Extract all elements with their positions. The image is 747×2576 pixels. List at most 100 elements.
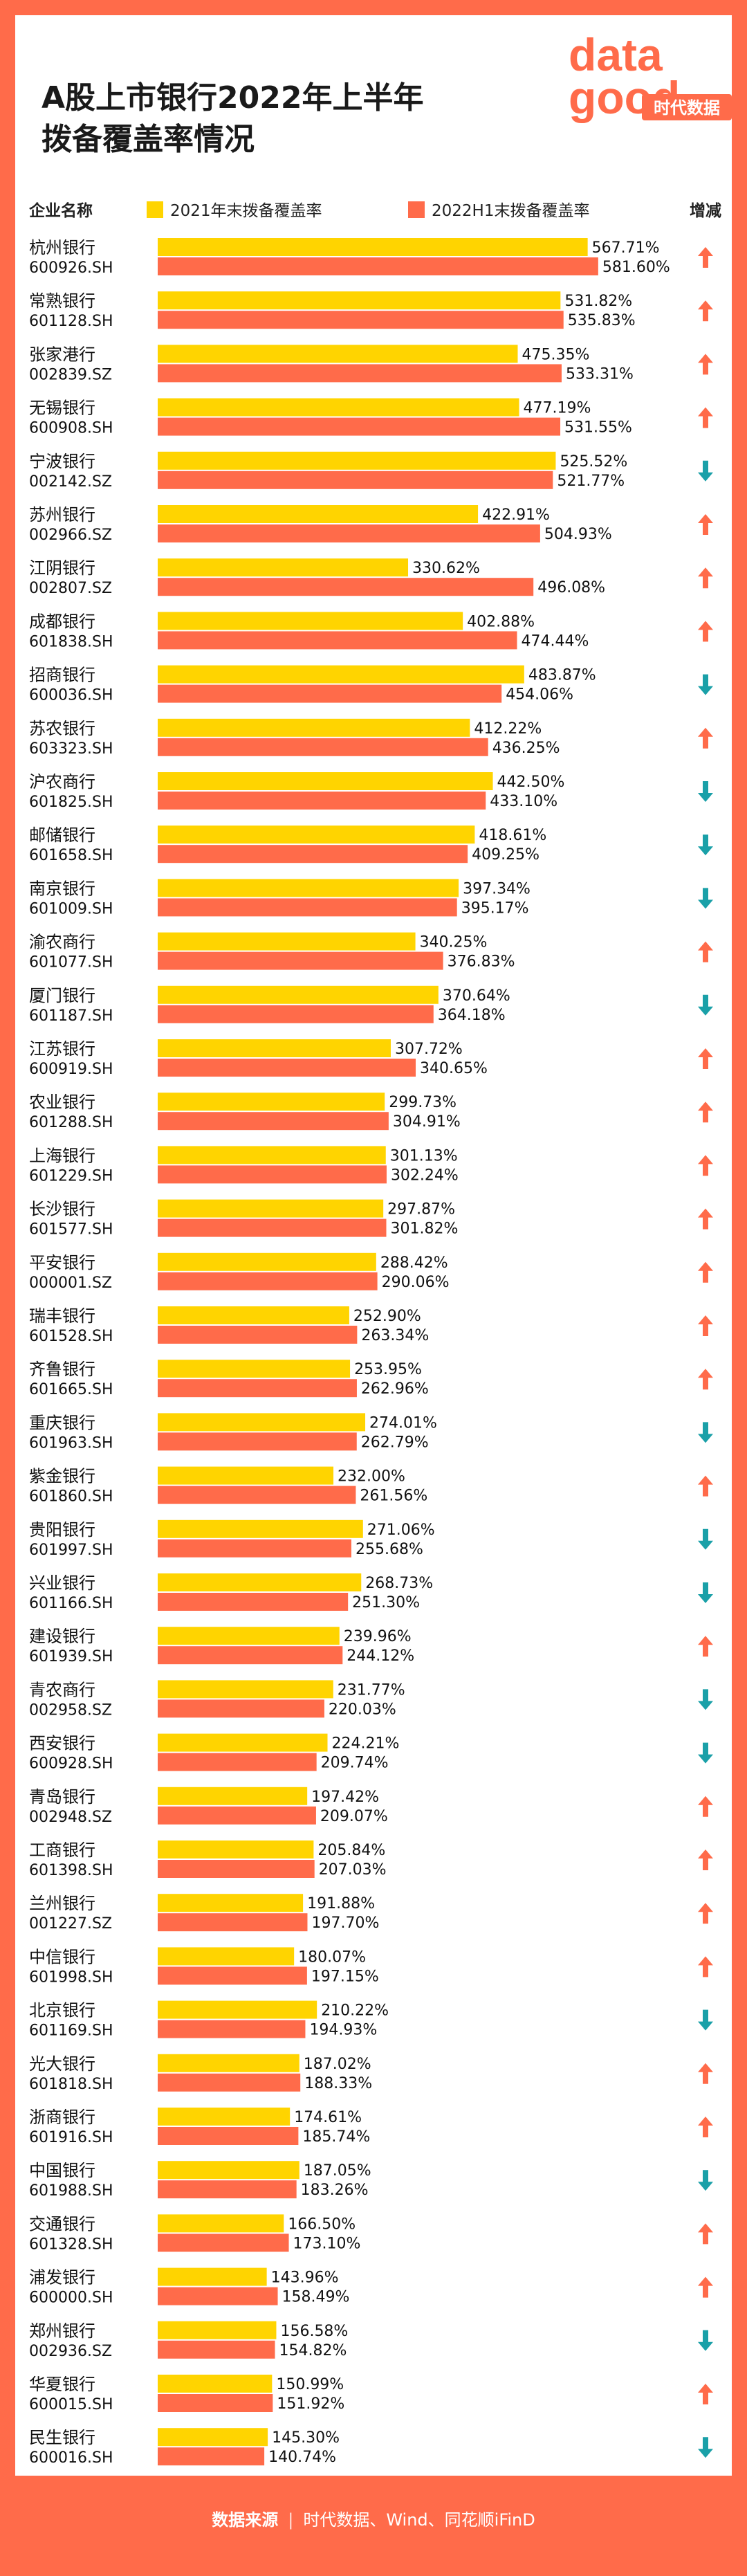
bar-y2021 [158, 879, 459, 897]
row-name: 贵阳银行 [29, 1520, 95, 1540]
bar-y2022 [158, 1059, 416, 1077]
bar-y2021 [158, 1093, 385, 1111]
bar-y2021 [158, 2161, 299, 2180]
arrow-down-icon [698, 2330, 713, 2351]
value-label-y2022: 244.12% [347, 1647, 414, 1665]
arrow-down-icon [698, 2170, 713, 2191]
bar-y2022 [158, 1539, 351, 1558]
row-name: 邮储银行 [29, 825, 95, 845]
arrow-up-icon [698, 1102, 713, 1123]
row-name: 中信银行 [29, 1947, 95, 1966]
bar-y2021 [158, 612, 463, 630]
value-label-y2021: 340.25% [420, 934, 488, 951]
bar-y2021 [158, 1252, 376, 1271]
row-code: 601187.SH [29, 1007, 113, 1025]
bar-y2022 [158, 2340, 275, 2359]
value-label-y2022: 531.55% [564, 419, 632, 437]
value-label-y2022: 220.03% [329, 1701, 396, 1718]
value-label-y2021: 397.34% [463, 880, 531, 897]
arrow-up-icon [698, 1849, 713, 1870]
value-label-y2022: 581.60% [602, 259, 670, 276]
bar-y2022 [158, 578, 534, 596]
bar-y2022 [158, 898, 457, 917]
value-label-y2022: 433.10% [490, 793, 557, 810]
bar-y2022 [158, 1699, 324, 1718]
row-name: 浦发银行 [29, 2268, 95, 2287]
row-name: 交通银行 [29, 2214, 95, 2234]
arrow-up-icon [698, 1261, 713, 1283]
bar-y2022 [158, 2073, 301, 2092]
value-label-y2022: 209.74% [321, 1755, 389, 1772]
logo-word-top: data [569, 29, 663, 80]
bar-y2022 [158, 845, 468, 864]
bar-y2021 [158, 291, 561, 310]
row-code: 601169.SH [29, 2022, 113, 2040]
arrow-up-icon [698, 941, 713, 962]
arrow-up-icon [698, 300, 713, 322]
row-code: 601128.SH [29, 313, 113, 330]
bar-y2021 [158, 505, 479, 523]
row-code: 002958.SZ [29, 1701, 112, 1719]
row-code: 000001.SZ [29, 1275, 112, 1292]
logo-tag: 时代数据 [654, 98, 720, 118]
value-label-y2022: 194.93% [309, 2022, 377, 2039]
row-code: 601963.SH [29, 1434, 113, 1452]
value-label-y2022: 261.56% [360, 1488, 427, 1505]
bar-y2021 [158, 2375, 273, 2393]
row-name: 杭州银行 [29, 238, 95, 257]
row-code: 002966.SZ [29, 527, 112, 544]
value-label-y2022: 173.10% [293, 2235, 361, 2252]
arrow-down-icon [698, 460, 713, 482]
bar-y2022 [158, 1005, 434, 1023]
arrow-down-icon [698, 1742, 713, 1764]
value-label-y2021: 205.84% [317, 1842, 385, 1859]
title-line-2: 拨备覆盖率情况 [42, 122, 255, 157]
value-label-y2021: 442.50% [497, 774, 565, 791]
row-code: 600015.SH [29, 2396, 113, 2413]
legend-swatch-1 [147, 201, 163, 218]
arrow-up-icon [698, 1208, 713, 1230]
bar-y2022 [158, 738, 488, 756]
bar-y2022 [158, 1966, 307, 1985]
bar-y2022 [158, 2234, 289, 2252]
bar-y2022 [158, 1646, 343, 1665]
arrow-down-icon [698, 781, 713, 802]
value-label-y2022: 376.83% [448, 953, 515, 971]
value-label-y2022: 504.93% [544, 526, 612, 543]
value-label-y2022: 262.79% [361, 1434, 429, 1451]
row-name: 瑞丰银行 [29, 1306, 95, 1326]
bar-y2021 [158, 985, 439, 1004]
value-label-y2021: 166.50% [288, 2216, 356, 2233]
row-name: 渝农商行 [29, 933, 95, 952]
value-label-y2021: 301.13% [390, 1147, 458, 1164]
bar-y2021 [158, 1360, 351, 1378]
bar-y2021 [158, 772, 493, 790]
arrow-up-icon [698, 1796, 713, 1817]
value-label-y2021: 187.05% [304, 2162, 371, 2180]
arrow-up-icon [698, 1903, 713, 1924]
row-code: 002839.SZ [29, 366, 112, 383]
value-label-y2022: 151.92% [277, 2395, 344, 2413]
value-label-y2022: 251.30% [352, 1594, 420, 1611]
arrow-down-icon [698, 1422, 713, 1443]
bar-y2022 [158, 311, 564, 329]
footer: 数据来源 | 时代数据、Wind、同花顺iFinD [0, 2485, 747, 2555]
row-code: 601166.SH [29, 1595, 113, 1612]
row-code: 002948.SZ [29, 1809, 112, 1826]
bar-y2021 [158, 1894, 304, 1912]
value-label-y2022: 197.70% [311, 1915, 379, 1932]
bar-y2022 [158, 1272, 378, 1290]
bar-y2021 [158, 238, 588, 256]
arrow-up-icon [698, 1155, 713, 1176]
value-label-y2022: 154.82% [279, 2342, 347, 2359]
row-code: 601939.SH [29, 1648, 113, 1665]
row-name: 江苏银行 [29, 1039, 95, 1059]
brand-logo: data good 时代数据 [569, 29, 732, 123]
footer-sources: 时代数据、Wind、同花顺iFinD [303, 2510, 535, 2530]
arrow-up-icon [698, 1636, 713, 1657]
bar-y2022 [158, 1593, 349, 1611]
row-code: 601077.SH [29, 954, 113, 971]
row-name: 厦门银行 [29, 986, 95, 1005]
row-code: 600926.SH [29, 259, 113, 277]
row-name: 兰州银行 [29, 1894, 95, 1913]
